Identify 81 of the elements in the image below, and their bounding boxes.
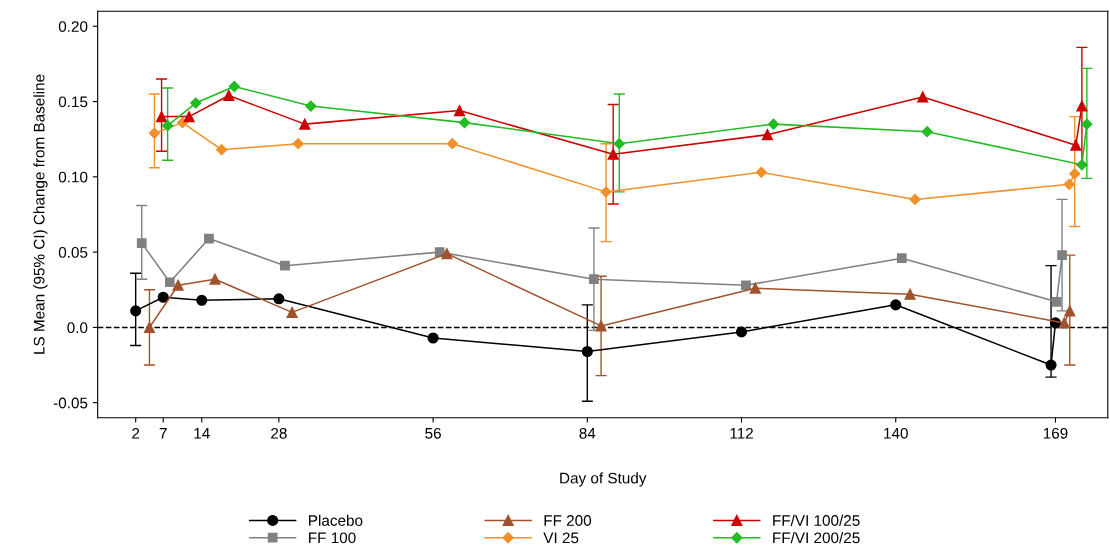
point [589, 274, 599, 285]
point [904, 288, 916, 300]
y-tick-label: -0.05 [53, 397, 88, 409]
x-tick-label: 28 [271, 427, 287, 439]
point [607, 148, 619, 160]
point [917, 91, 929, 103]
point [190, 97, 202, 109]
point [1063, 178, 1075, 190]
point [1076, 159, 1088, 171]
point [1070, 139, 1082, 151]
x-tick-label: 14 [194, 428, 210, 439]
x-tick-label: 169 [1043, 427, 1068, 439]
point [292, 138, 304, 150]
point [172, 279, 184, 291]
point [767, 118, 780, 130]
point [204, 233, 214, 244]
point [1057, 250, 1067, 260]
point [1058, 317, 1070, 329]
y-tick-label: 0.20 [58, 21, 88, 32]
point [183, 111, 195, 123]
y-tick-label: 0.05 [58, 246, 88, 258]
point [228, 80, 240, 93]
point [741, 280, 751, 291]
y-tick-label: 0.0 [67, 322, 88, 334]
point [299, 118, 311, 130]
point [735, 326, 748, 338]
point [595, 320, 607, 332]
point [223, 89, 235, 102]
point [890, 299, 902, 311]
y-axis-title: LS Mean (95% CI) Change from Baseline [33, 74, 48, 354]
point [441, 248, 453, 260]
point [176, 117, 189, 129]
point [581, 345, 593, 358]
x-axis-title: Day of Study [560, 472, 647, 487]
x-tick-label: 84 [579, 427, 596, 439]
point [613, 138, 625, 150]
point [1076, 100, 1088, 112]
legend-label: FF 200 [544, 515, 592, 526]
point [1045, 359, 1057, 371]
legend-label: FF/VI 100/25 [773, 514, 860, 526]
x-tick-label: 140 [884, 427, 908, 439]
y-tick-label: 0.10 [58, 171, 88, 183]
point [458, 117, 471, 129]
point [446, 138, 458, 150]
point [286, 306, 298, 318]
point [148, 127, 161, 139]
point [162, 120, 174, 132]
x-tick-label: 2 [132, 427, 140, 439]
point [305, 100, 317, 112]
point [157, 291, 169, 303]
x-tick-label: 7 [159, 428, 167, 439]
point [164, 277, 175, 288]
point [896, 253, 907, 264]
legend-label: FF/VI 200/25 [773, 532, 860, 544]
point [143, 321, 156, 333]
legend-label: FF 100 [309, 532, 356, 544]
point [761, 129, 773, 141]
point [130, 305, 142, 317]
point [156, 111, 168, 123]
x-tick-label: 56 [425, 427, 441, 439]
point [749, 282, 761, 294]
point [1051, 296, 1062, 307]
point [453, 105, 466, 117]
point [921, 126, 933, 138]
point [600, 186, 612, 198]
point [196, 294, 208, 306]
point [136, 238, 147, 248]
point [209, 273, 221, 285]
point [280, 260, 290, 271]
point [1081, 118, 1093, 130]
point [273, 293, 285, 305]
point [909, 193, 921, 206]
point [1069, 168, 1081, 180]
x-tick-label: 112 [730, 427, 753, 439]
y-tick-label: 0.15 [58, 96, 88, 108]
point [1064, 305, 1076, 317]
point [427, 332, 439, 344]
legend-label: VI 25 [543, 532, 579, 544]
legend-label: Placebo [309, 514, 363, 526]
point [755, 166, 767, 178]
point [215, 144, 228, 156]
